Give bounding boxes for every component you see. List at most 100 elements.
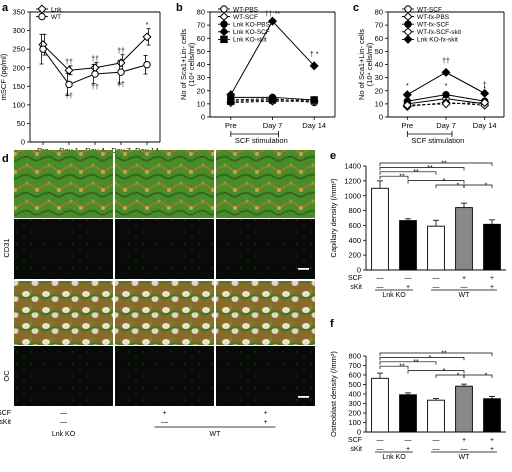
condition-row-label: SCF — [348, 275, 362, 282]
y-axis-label: Capillary density (/mm²) — [329, 178, 338, 258]
series-lnk — [38, 28, 152, 76]
bar — [371, 377, 389, 433]
legend-label: WT-PBS — [233, 6, 259, 13]
bar — [455, 385, 473, 433]
y-tick-label: 200 — [348, 251, 361, 260]
data-point — [402, 90, 412, 100]
y-axis-label: No of Sca1+Lin- cells — [357, 29, 366, 100]
cd31-fluorescence-image — [115, 219, 214, 279]
significance-bracket — [463, 374, 493, 378]
significance-label: †† — [117, 48, 125, 55]
oc-brightfield-image — [115, 281, 214, 345]
x-tick-label: Day 7 — [436, 121, 456, 130]
significance-label: † — [483, 82, 487, 89]
panel-letter: a — [2, 2, 9, 14]
significance-label: * — [443, 368, 446, 375]
bar — [399, 394, 417, 433]
y-tick-label: 200 — [348, 409, 361, 418]
bar — [427, 225, 445, 271]
y-axis-label-unit: (10⁴ cells/ml) — [365, 42, 374, 86]
y-tick-label: 80 — [197, 8, 205, 17]
y-tick-label: 70 — [375, 21, 383, 30]
x-axis-note: SCF stimulation — [411, 136, 464, 145]
panel-c-chart: c 0 10 20 30 40 50 60 70 80 Pre Day 7 Day 14 No of Sc… — [353, 2, 505, 145]
x-tick-label: Pre — [401, 121, 413, 130]
data-point — [442, 90, 450, 99]
data-point — [267, 16, 278, 26]
data-point — [268, 96, 277, 104]
significance-label: * — [406, 83, 409, 90]
legend-entry: WT-fx-PBS — [402, 12, 450, 22]
scale-bar — [298, 396, 309, 398]
data-point — [142, 32, 152, 42]
bar — [483, 223, 501, 271]
legend-label: Lnk KO-PBS — [233, 22, 271, 29]
legend-marker — [403, 34, 413, 44]
condition-row-label: sKit — [350, 446, 362, 453]
significance-label: ** — [399, 364, 405, 371]
significance-label: †† — [442, 58, 450, 65]
condition-cell: — — [377, 437, 384, 444]
significance-label: † * — [310, 52, 319, 59]
panel-d-micrographs: d CD31 OC SCF — + + sKit — — + Lnk KO WT — [0, 150, 315, 438]
legend-label: WT-fx-SCF-skit — [417, 29, 461, 36]
condition-cell: + — [406, 446, 410, 453]
legend-entry: Lnk — [36, 4, 62, 14]
series-lnk-ko-fx-skit — [402, 67, 490, 100]
condition-row-label: SCF — [348, 437, 362, 444]
legend-label: WT-SCF — [233, 14, 258, 21]
data-point — [441, 99, 451, 109]
y-tick-label: 20 — [197, 86, 205, 95]
significance-label: ** — [399, 174, 405, 181]
y-tick-label: 700 — [348, 361, 361, 370]
y-tick-label: 300 — [12, 26, 25, 35]
legend-entry: WT-fx-SCF-skit — [402, 27, 461, 37]
series-wt-fx-scf-skit — [402, 98, 490, 110]
significance-label: ** — [443, 73, 449, 80]
y-tick-label: 50 — [17, 119, 25, 128]
condition-cell: — — [433, 437, 440, 444]
significance-label: * — [457, 182, 460, 189]
legend-label: Lnk KO-SCF — [233, 29, 270, 36]
condition-row-label: SCF — [0, 410, 11, 417]
group-label: WT — [210, 431, 222, 438]
significance-label: * — [429, 355, 432, 362]
significance-label: * — [445, 83, 448, 90]
condition-cell: — — [461, 284, 468, 291]
legend-marker — [220, 35, 228, 44]
y-tick-label: 0 — [379, 113, 383, 122]
group-label: WT — [459, 292, 471, 299]
y-tick-label: 30 — [375, 73, 383, 82]
significance-label: * — [457, 372, 460, 379]
legend-marker — [403, 27, 413, 37]
group-label: Lnk KO — [382, 292, 406, 299]
bar — [427, 399, 445, 433]
oc-fluorescence-image — [14, 346, 113, 406]
y-tick-label: 350 — [12, 8, 25, 17]
y-tick-label: 0 — [357, 428, 361, 437]
data-point — [402, 100, 412, 110]
image-row-label: CD31 — [2, 238, 11, 257]
condition-cell: — — [60, 419, 67, 426]
x-tick-label: Day 14 — [302, 121, 326, 130]
significance-bracket — [379, 365, 409, 370]
legend-entry: WT — [36, 12, 61, 21]
condition-cell: + — [490, 446, 494, 453]
legend-label: Lnk KO-skit — [233, 37, 267, 44]
cd31-brightfield-image — [115, 150, 214, 218]
legend-entry: WT-SCF — [218, 12, 258, 22]
condition-cell: — — [405, 437, 412, 444]
data-point — [117, 68, 125, 76]
cd31-brightfield-image — [216, 150, 315, 218]
condition-cell: — — [433, 284, 440, 291]
legend-marker — [220, 20, 228, 28]
legend-marker — [37, 4, 47, 14]
y-tick-label: 10 — [375, 99, 383, 108]
legend-marker — [404, 20, 412, 28]
significance-bracket — [379, 171, 437, 175]
y-tick-label: 100 — [12, 100, 25, 109]
legend-marker — [220, 5, 228, 13]
data-point — [143, 61, 151, 69]
significance-label: ** — [427, 165, 433, 172]
